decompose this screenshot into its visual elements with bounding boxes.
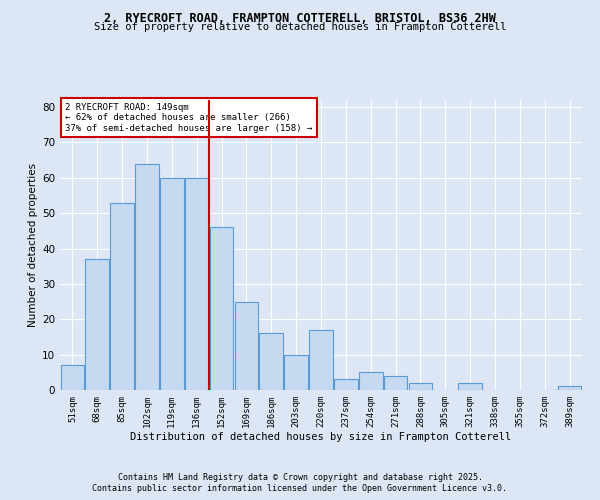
Bar: [384, 376, 407, 390]
Text: 2 RYECROFT ROAD: 149sqm
← 62% of detached houses are smaller (266)
37% of semi-d: 2 RYECROFT ROAD: 149sqm ← 62% of detache…: [65, 103, 313, 132]
Bar: [359, 372, 383, 390]
Text: Contains public sector information licensed under the Open Government Licence v3: Contains public sector information licen…: [92, 484, 508, 493]
Bar: [110, 202, 134, 390]
Y-axis label: Number of detached properties: Number of detached properties: [28, 163, 38, 327]
Bar: [235, 302, 258, 390]
Bar: [334, 380, 358, 390]
Bar: [85, 259, 109, 390]
Text: Size of property relative to detached houses in Frampton Cotterell: Size of property relative to detached ho…: [94, 22, 506, 32]
Bar: [309, 330, 333, 390]
Bar: [185, 178, 209, 390]
Bar: [284, 354, 308, 390]
Bar: [558, 386, 581, 390]
Bar: [458, 383, 482, 390]
Bar: [259, 334, 283, 390]
Bar: [135, 164, 159, 390]
Bar: [61, 365, 84, 390]
Bar: [160, 178, 184, 390]
Bar: [210, 228, 233, 390]
Bar: [409, 383, 432, 390]
Text: Contains HM Land Registry data © Crown copyright and database right 2025.: Contains HM Land Registry data © Crown c…: [118, 472, 482, 482]
Text: Distribution of detached houses by size in Frampton Cotterell: Distribution of detached houses by size …: [130, 432, 512, 442]
Text: 2, RYECROFT ROAD, FRAMPTON COTTERELL, BRISTOL, BS36 2HW: 2, RYECROFT ROAD, FRAMPTON COTTERELL, BR…: [104, 12, 496, 26]
